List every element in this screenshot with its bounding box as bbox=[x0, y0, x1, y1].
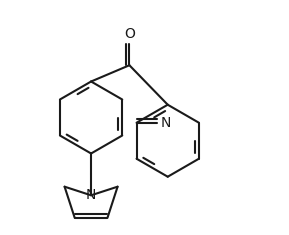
Text: O: O bbox=[124, 27, 135, 41]
Text: N: N bbox=[161, 116, 171, 130]
Text: N: N bbox=[86, 188, 96, 202]
